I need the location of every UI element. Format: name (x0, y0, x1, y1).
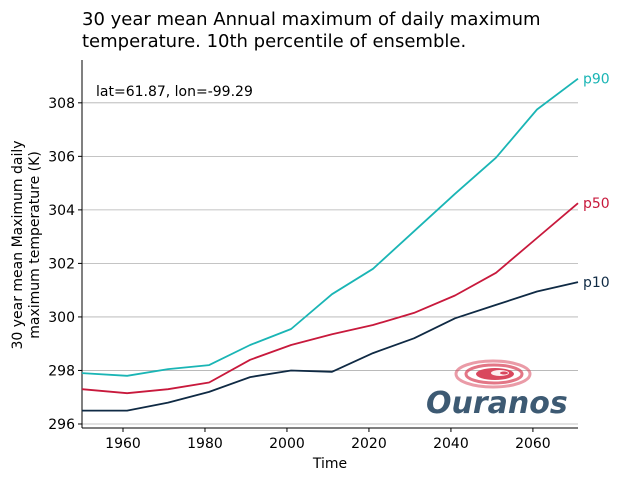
y-tick-label: 308 (48, 96, 75, 112)
y-tick-label: 300 (48, 310, 75, 326)
series-line-p50 (81, 202, 579, 395)
axes (81, 60, 578, 429)
y-tick-label: 302 (48, 256, 75, 272)
ouranos-logo: Ouranos (426, 359, 568, 421)
y-axis-label-line-1: 30 year mean Maximum daily (10, 140, 26, 349)
series-lines (81, 77, 579, 412)
x-ticks: 1960 1980 2000 2020 2040 2060 (105, 428, 551, 452)
chart-title-line-1: 30 year mean Annual maximum of daily max… (82, 9, 541, 30)
y-tick-label: 298 (48, 363, 75, 379)
logo-text: Ouranos (426, 386, 568, 421)
series-label-p90: p90 (583, 72, 610, 88)
y-ticks: 296 298 300 302 304 306 308 (48, 96, 82, 433)
x-tick-label: 2040 (433, 436, 469, 452)
series-line-p10 (82, 281, 579, 412)
x-tick-label: 1960 (105, 436, 141, 452)
series-end-labels: p90 p50 p10 (583, 72, 610, 291)
y-tick-label: 306 (48, 149, 75, 165)
x-tick-label: 2000 (269, 436, 305, 452)
x-tick-label: 2020 (351, 436, 387, 452)
y-axis-label-line-2: maximum temperature (K) (27, 151, 43, 339)
y-tick-label: 304 (48, 203, 75, 219)
swirl-icon (454, 359, 532, 389)
series-label-p10: p10 (583, 275, 610, 291)
series-label-p50: p50 (583, 196, 610, 212)
chart-title-line-2: temperature. 10th percentile of ensemble… (82, 31, 466, 52)
x-tick-label: 1980 (187, 436, 223, 452)
y-tick-label: 296 (48, 417, 75, 433)
x-tick-label: 2060 (515, 436, 551, 452)
x-axis-label: Time (312, 456, 347, 472)
series-line-p90 (81, 77, 579, 377)
location-annotation: lat=61.87, lon=-99.29 (96, 84, 253, 100)
